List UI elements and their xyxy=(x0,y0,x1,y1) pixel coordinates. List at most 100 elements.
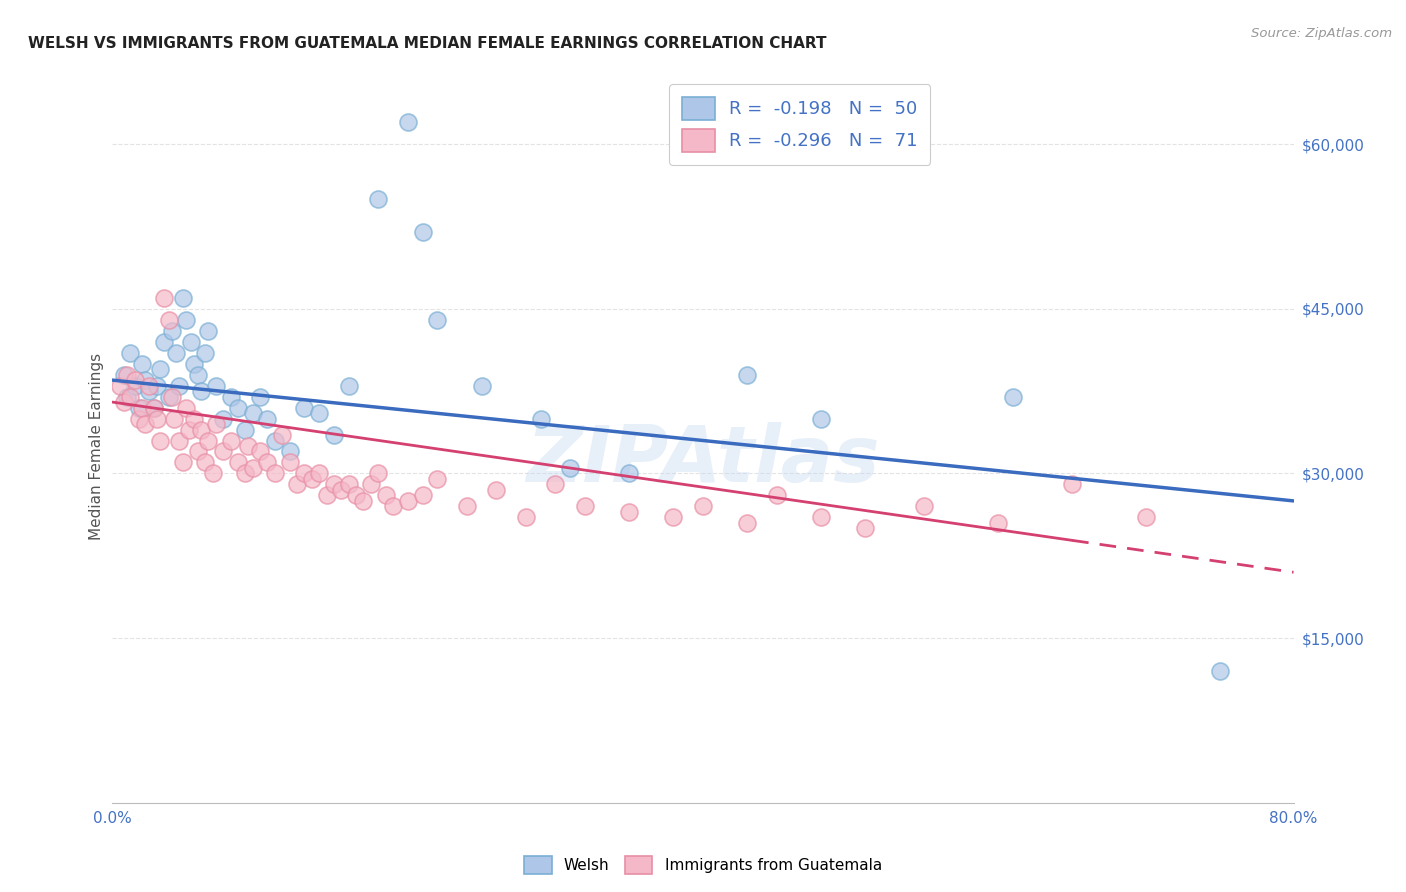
Point xyxy=(278,455,301,469)
Point xyxy=(120,390,142,404)
Point xyxy=(292,467,315,481)
Point xyxy=(212,411,235,425)
Point xyxy=(1135,510,1157,524)
Point xyxy=(233,467,256,481)
Point xyxy=(456,500,478,514)
Point xyxy=(619,467,641,481)
Point xyxy=(987,516,1010,530)
Point xyxy=(396,494,419,508)
Point xyxy=(238,439,260,453)
Point xyxy=(179,423,201,437)
Point xyxy=(149,362,172,376)
Point xyxy=(124,373,146,387)
Text: ZIPAtlas: ZIPAtlas xyxy=(526,422,880,499)
Legend: R =  -0.198   N =  50, R =  -0.296   N =  71: R = -0.198 N = 50, R = -0.296 N = 71 xyxy=(669,84,931,165)
Point xyxy=(308,467,330,481)
Point xyxy=(233,423,256,437)
Point xyxy=(323,477,346,491)
Point xyxy=(766,488,789,502)
Point xyxy=(190,384,212,398)
Point xyxy=(205,378,228,392)
Point xyxy=(197,324,219,338)
Point xyxy=(256,411,278,425)
Point xyxy=(292,401,315,415)
Point xyxy=(117,390,138,404)
Point xyxy=(374,488,396,502)
Point xyxy=(120,345,142,359)
Point xyxy=(194,345,217,359)
Point xyxy=(134,373,156,387)
Point xyxy=(131,357,153,371)
Point xyxy=(167,434,190,448)
Point xyxy=(142,401,165,415)
Point xyxy=(160,324,183,338)
Point xyxy=(160,390,183,404)
Point xyxy=(180,334,202,349)
Point xyxy=(174,312,197,326)
Point xyxy=(212,444,235,458)
Point xyxy=(149,434,172,448)
Legend: Welsh, Immigrants from Guatemala: Welsh, Immigrants from Guatemala xyxy=(517,850,889,880)
Point xyxy=(529,411,551,425)
Point xyxy=(134,417,156,431)
Point xyxy=(187,368,209,382)
Point xyxy=(344,488,367,502)
Point xyxy=(352,494,374,508)
Text: Source: ZipAtlas.com: Source: ZipAtlas.com xyxy=(1251,27,1392,40)
Point xyxy=(367,467,389,481)
Point xyxy=(737,368,759,382)
Point xyxy=(264,467,287,481)
Point xyxy=(1208,664,1232,678)
Point xyxy=(315,488,337,502)
Point xyxy=(301,472,323,486)
Point xyxy=(157,312,180,326)
Point xyxy=(411,225,433,239)
Point xyxy=(117,368,138,382)
Point xyxy=(226,401,249,415)
Point xyxy=(285,477,308,491)
Point xyxy=(558,461,582,475)
Point xyxy=(108,378,131,392)
Point xyxy=(662,510,685,524)
Point xyxy=(146,411,169,425)
Point xyxy=(142,401,165,415)
Point xyxy=(337,378,360,392)
Point xyxy=(242,461,264,475)
Point xyxy=(197,434,219,448)
Y-axis label: Median Female Earnings: Median Female Earnings xyxy=(89,352,104,540)
Point xyxy=(131,401,153,415)
Point xyxy=(249,390,271,404)
Point xyxy=(256,455,278,469)
Point xyxy=(138,384,160,398)
Point xyxy=(515,510,537,524)
Point xyxy=(323,428,346,442)
Point xyxy=(163,411,186,425)
Point xyxy=(167,378,190,392)
Point xyxy=(692,500,714,514)
Point xyxy=(271,428,294,442)
Point xyxy=(174,401,197,415)
Point xyxy=(124,378,146,392)
Point xyxy=(190,423,212,437)
Point xyxy=(138,378,160,392)
Point xyxy=(128,401,150,415)
Point xyxy=(810,411,832,425)
Point xyxy=(153,334,176,349)
Point xyxy=(396,115,419,129)
Point xyxy=(146,378,169,392)
Point xyxy=(128,411,150,425)
Text: WELSH VS IMMIGRANTS FROM GUATEMALA MEDIAN FEMALE EARNINGS CORRELATION CHART: WELSH VS IMMIGRANTS FROM GUATEMALA MEDIA… xyxy=(28,36,827,51)
Point xyxy=(165,345,187,359)
Point xyxy=(619,505,641,519)
Point xyxy=(574,500,596,514)
Point xyxy=(810,510,832,524)
Point xyxy=(242,406,264,420)
Point xyxy=(264,434,287,448)
Point xyxy=(219,390,242,404)
Point xyxy=(470,378,494,392)
Point xyxy=(249,444,271,458)
Point xyxy=(411,488,433,502)
Point xyxy=(112,368,135,382)
Point xyxy=(226,455,249,469)
Point xyxy=(737,516,759,530)
